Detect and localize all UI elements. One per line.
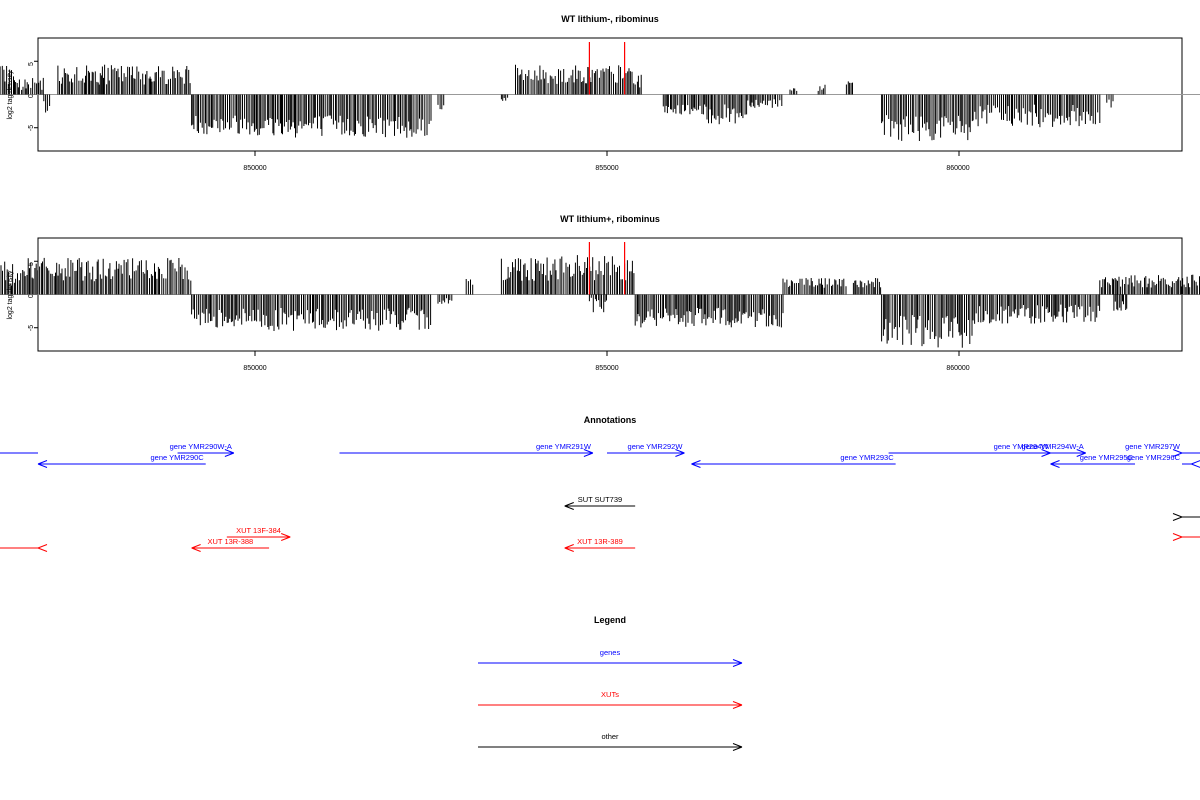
feature-label: gene YMR295C [1080, 453, 1134, 462]
density-segment [881, 94, 973, 141]
density-segment [465, 279, 474, 295]
feature-arrow-gene: gene YMR295C [1050, 453, 1135, 468]
density-segment [698, 94, 748, 125]
feature-label: gene YMR294W [994, 442, 1050, 451]
density-segment [747, 94, 783, 108]
legend-entry: genes [478, 648, 743, 667]
density-segment [0, 65, 15, 95]
feature-arrow-gene: gene YMR292W [607, 442, 685, 457]
feature-arrow-gene: gene YMR297W [1125, 442, 1200, 457]
track-panel-lithium-plus: WT lithium+, ribominus log2 tag density … [0, 214, 1200, 372]
density-segment [15, 77, 44, 95]
density-segment [662, 94, 698, 115]
feature-arrow-xut: XUT 13R-385 [0, 544, 48, 552]
feature-label: gene YMR294W-A [1021, 442, 1083, 451]
feature-label: gene YMR293C [840, 453, 894, 462]
feature-arrow-other: CUT CUT311 [1172, 513, 1200, 521]
feature-label: gene YMR292W [628, 442, 684, 451]
feature-arrow-gene: gene YMR291W [339, 442, 594, 457]
x-tick-label: 855000 [595, 165, 618, 172]
y-tick-label: -5 [28, 125, 35, 131]
panel-title: WT lithium+, ribominus [560, 214, 660, 224]
y-tick-label: 5 [28, 62, 35, 66]
legend-arrow [478, 701, 743, 709]
density-segment [0, 261, 15, 295]
density-segment [1106, 94, 1114, 108]
feature-arrow-other: SUT SUT739 [564, 495, 636, 510]
legend-arrow [478, 659, 743, 667]
feature-label: XUT 13F-384 [236, 526, 281, 535]
density-segment [881, 294, 973, 348]
feature-label: gene YMR297W [1125, 442, 1181, 451]
feature-label: XUT 13R-389 [577, 537, 623, 546]
density-segment [437, 94, 445, 110]
feature-arrow-gene: gene YMR289W [0, 452, 38, 454]
density-segment [634, 74, 642, 95]
density-segment [972, 294, 1101, 324]
x-tick-label: 860000 [946, 365, 969, 372]
density-segment [698, 294, 784, 328]
track-panel-lithium-minus: WT lithium-, ribominus log2 tag density … [0, 14, 1200, 172]
legend-label: genes [600, 648, 621, 657]
density-segment [15, 257, 192, 295]
feature-arrow-xut: XUT 13F-370 [1172, 533, 1200, 541]
legend-label: XUTs [601, 690, 619, 699]
density-segment [191, 94, 255, 135]
density-segment [972, 94, 1101, 128]
feature-label: gene YMR291W [536, 442, 592, 451]
legend-entry: XUTs [478, 690, 743, 709]
legend-title: Legend [594, 615, 626, 625]
legend: Legend genes XUTs other [478, 615, 743, 751]
feature-label: gene YMR290C [150, 453, 204, 462]
density-segment [515, 64, 635, 95]
density-segment [191, 294, 255, 328]
density-segment [500, 94, 509, 101]
panel-title: WT lithium-, ribominus [561, 14, 659, 24]
feature-arrow-gene: gene YMR290C [37, 453, 206, 468]
feature-arrow-gene: gene YMR294W-A [1021, 442, 1086, 457]
density-segment [634, 294, 698, 328]
density-segment [789, 88, 798, 95]
feature-arrow-gene: gene YMR290W-A [170, 442, 235, 457]
x-tick-label: 850000 [243, 165, 266, 172]
legend-label: other [601, 732, 619, 741]
feature-label: gene YMR296C [1127, 453, 1181, 462]
feature-arrow-gene: gene YMR296C [1127, 453, 1200, 468]
density-segment [852, 278, 882, 295]
density-segment [817, 84, 826, 95]
legend-arrow [478, 743, 743, 751]
feature-arrow-gene: gene YMR294W [888, 442, 1051, 457]
density-segment [43, 94, 51, 113]
x-tick-label: 860000 [946, 165, 969, 172]
annotations-track: Annotations MR288Wgene YMR289Wgene YMR29… [0, 415, 1200, 552]
legend-entry: other [478, 732, 743, 751]
feature-label: XUT 13R-388 [208, 537, 254, 546]
density-segment [1113, 294, 1128, 311]
feature-arrow-gene: gene YMR293C [691, 453, 896, 468]
y-tick-label: 0 [28, 294, 35, 298]
density-segment [782, 278, 847, 295]
density-segment [254, 294, 432, 331]
density-segment [57, 64, 191, 95]
feature-label: SUT SUT739 [578, 495, 622, 504]
density-segment [1099, 274, 1200, 295]
feature-arrow-xut: XUT 13R-388 [191, 537, 270, 552]
x-tick-label: 850000 [243, 365, 266, 372]
feature-arrow-xut: XUT 13R-389 [564, 537, 636, 552]
density-segment [500, 255, 635, 295]
y-tick-label: 5 [28, 262, 35, 266]
x-tick-label: 855000 [595, 365, 618, 372]
density-segment [254, 94, 432, 138]
density-segment [588, 294, 607, 313]
y-tick-label: -5 [28, 325, 35, 331]
feature-label: gene YMR290W-A [170, 442, 232, 451]
annotations-title: Annotations [584, 415, 637, 425]
density-segment [437, 294, 453, 304]
y-tick-label: 0 [28, 94, 35, 98]
feature-arrow-xut: XUT 13F-384 [226, 526, 291, 541]
density-segment [845, 81, 853, 95]
